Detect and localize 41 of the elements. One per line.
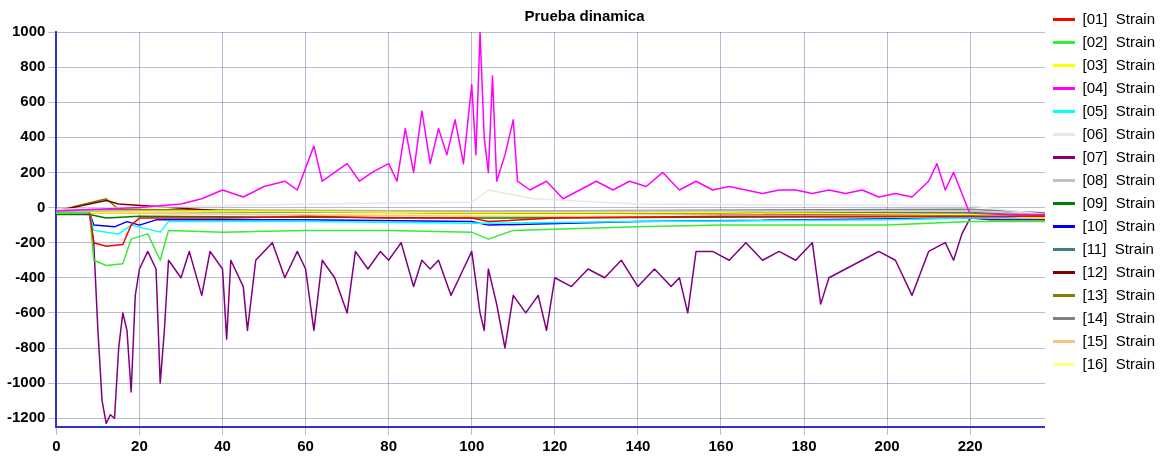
legend-label: [04] Strain: [1082, 78, 1156, 96]
y-tick-label: -800: [15, 338, 46, 356]
y-tick-label: -600: [15, 303, 46, 321]
legend-label: [14] Strain: [1082, 308, 1156, 326]
x-tick-label: 60: [297, 437, 314, 455]
x-tick-label: 20: [131, 437, 148, 455]
x-tick-label: 180: [791, 437, 817, 455]
legend-label: [01] Strain: [1082, 9, 1156, 27]
legend-label: [13] Strain: [1082, 285, 1156, 303]
x-tick-label: 200: [874, 437, 900, 455]
legend-label: [08] Strain: [1082, 170, 1156, 188]
x-tick-label: 100: [459, 437, 485, 455]
legend-label: [03] Strain: [1082, 55, 1156, 73]
x-tick-label: 0: [52, 437, 61, 455]
y-tick-label: 800: [20, 57, 46, 75]
chart-title: Prueba dinamica: [524, 7, 646, 25]
y-tick-label: 200: [20, 162, 46, 180]
x-tick-label: 40: [214, 437, 231, 455]
x-tick-label: 120: [542, 437, 568, 455]
y-tick-label: -200: [15, 232, 46, 250]
y-tick-label: -400: [15, 267, 46, 285]
legend-label: [10] Strain: [1082, 216, 1156, 234]
legend-label: [16] Strain: [1082, 354, 1156, 372]
y-tick-label: 0: [37, 197, 46, 215]
y-tick-label: -1000: [6, 373, 46, 391]
legend-label: [09] Strain: [1082, 193, 1156, 211]
legend-label: [06] Strain: [1082, 124, 1156, 142]
legend-label: [05] Strain: [1082, 101, 1156, 119]
y-tick-label: 1000: [11, 22, 46, 40]
y-tick-label: -1200: [6, 408, 46, 426]
legend-label: [02] Strain: [1082, 32, 1156, 50]
x-tick-label: 80: [380, 437, 398, 455]
legend-label: [07] Strain: [1082, 147, 1156, 165]
legend-label: [15] Strain: [1082, 331, 1156, 349]
y-tick-label: 400: [20, 127, 46, 145]
legend-label: [11] Strain: [1082, 239, 1154, 257]
y-tick-label: 600: [20, 92, 46, 110]
x-tick-label: 160: [708, 437, 734, 455]
legend-label: [12] Strain: [1082, 262, 1156, 280]
x-tick-label: 220: [957, 437, 983, 455]
x-tick-label: 140: [625, 437, 651, 455]
